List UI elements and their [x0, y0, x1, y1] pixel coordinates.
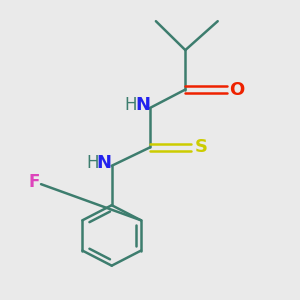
- Text: N: N: [97, 154, 112, 172]
- Text: F: F: [28, 172, 39, 190]
- Text: H: H: [86, 154, 99, 172]
- Text: S: S: [195, 138, 208, 156]
- Text: N: N: [135, 96, 150, 114]
- Text: O: O: [229, 80, 244, 98]
- Text: H: H: [124, 96, 137, 114]
